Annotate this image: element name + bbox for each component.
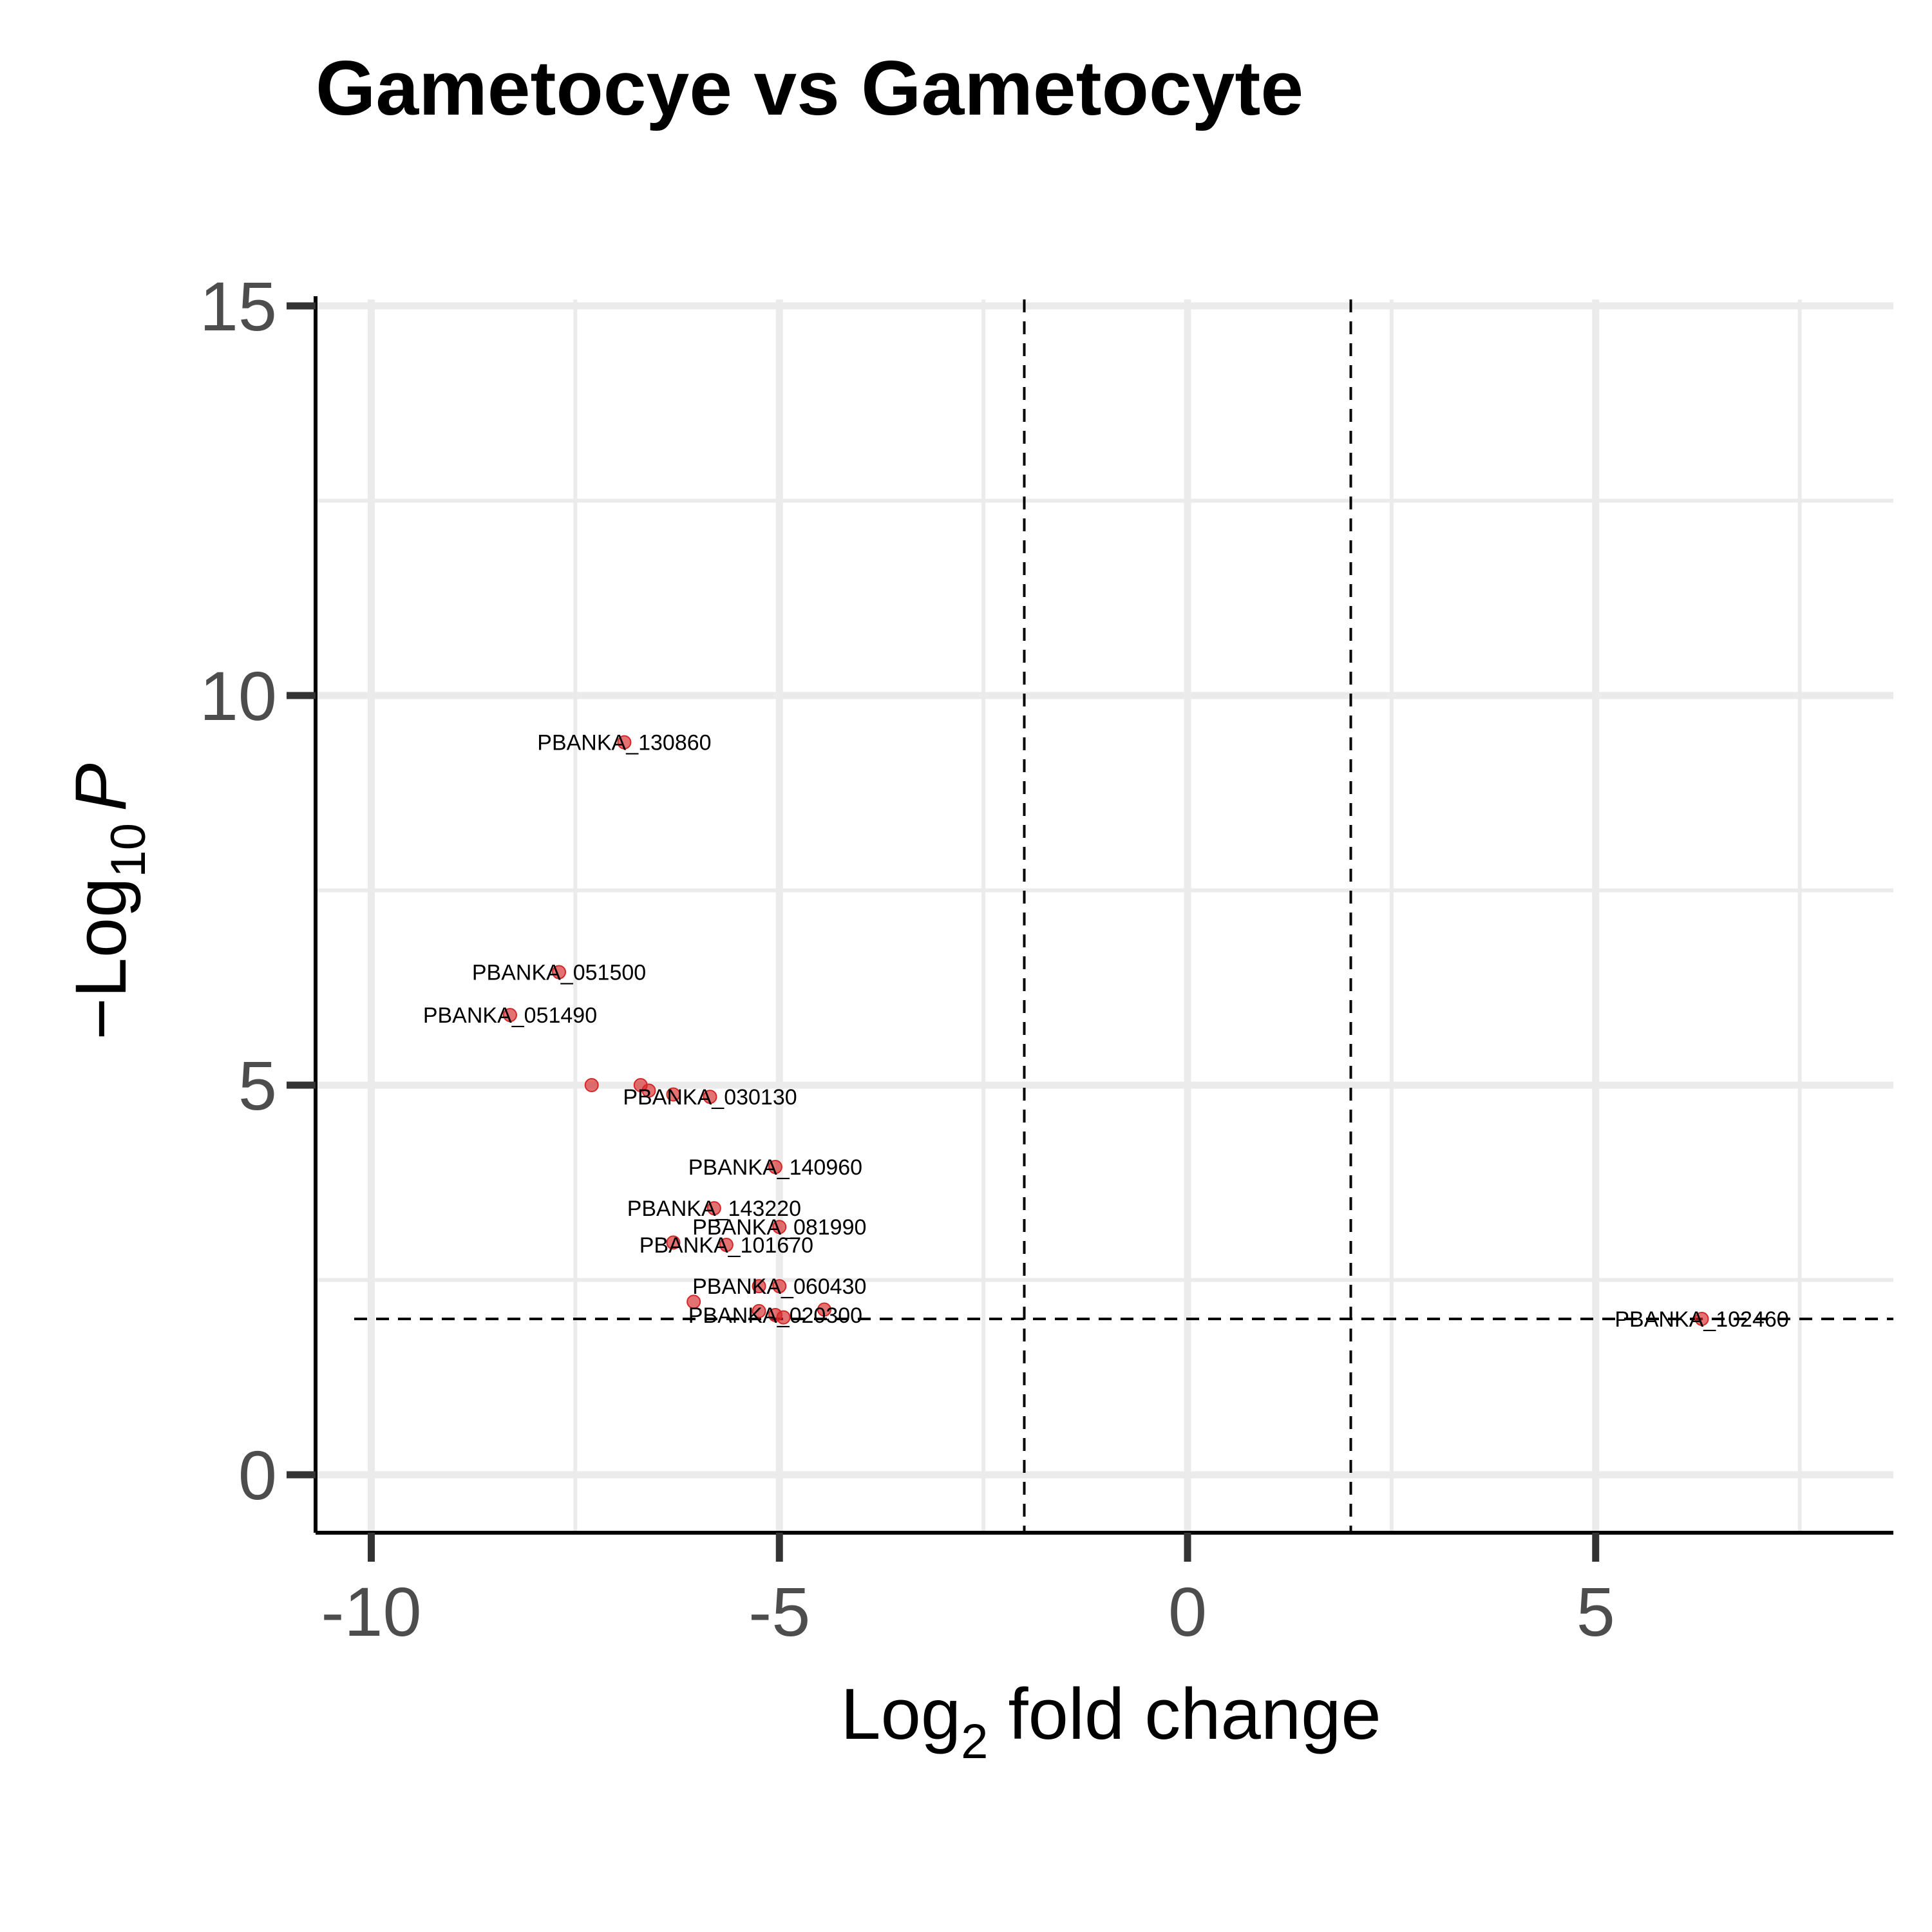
- data-point-11: [666, 1235, 681, 1250]
- data-point-6: [666, 1087, 681, 1102]
- data-point-17: [752, 1303, 766, 1318]
- cutoff-lines: [354, 299, 1893, 1533]
- y-axis-title: −Log10 P: [61, 763, 156, 1040]
- data-points: [502, 735, 1709, 1326]
- point-label-10: PBANKA_081990: [692, 1215, 866, 1240]
- y-axis-title-prefix: −Log: [61, 877, 141, 1039]
- data-point-10: [772, 1220, 787, 1235]
- point-label-7: PBANKA_030130: [623, 1085, 797, 1110]
- y-tick-label-2: 10: [200, 657, 277, 735]
- x-axis-title-rest: fold change: [988, 1674, 1381, 1754]
- data-point-5: [641, 1083, 656, 1098]
- data-point-13: [752, 1279, 766, 1294]
- data-point-20: [1694, 1312, 1709, 1326]
- data-point-0: [617, 735, 632, 750]
- point-label-8: PBANKA_140960: [688, 1155, 862, 1180]
- data-point-1: [552, 965, 567, 980]
- data-point-3: [584, 1078, 599, 1092]
- data-point-8: [768, 1160, 782, 1175]
- chart-title: Gametocye vs Gametocyte: [316, 45, 1303, 131]
- x-axis-title-main: Log: [840, 1674, 961, 1754]
- data-point-15: [687, 1294, 701, 1309]
- data-point-12: [719, 1238, 734, 1253]
- x-tick-label-0: -10: [321, 1573, 421, 1651]
- data-point-19: [776, 1310, 791, 1325]
- y-tick-label-0: 0: [238, 1436, 277, 1514]
- grid: [316, 299, 1893, 1533]
- data-point-14: [772, 1279, 787, 1294]
- y-tick-label-1: 5: [238, 1046, 277, 1124]
- x-tick-label-3: 5: [1577, 1573, 1615, 1651]
- y-tick-label-3: 15: [200, 267, 277, 345]
- data-point-16: [817, 1302, 831, 1317]
- x-tick-label-2: 0: [1168, 1573, 1207, 1651]
- point-label-2: PBANKA_051490: [423, 1003, 597, 1028]
- data-point-7: [703, 1090, 717, 1104]
- data-point-2: [502, 1008, 517, 1023]
- point-label-14: PBANKA_060430: [692, 1274, 866, 1299]
- x-axis-title: Log2 fold change: [840, 1674, 1381, 1769]
- axes: 0 5 10 15 -10 -5 0 5: [200, 267, 1893, 1651]
- point-label-20: PBANKA_102460: [1615, 1307, 1788, 1332]
- point-label-1: PBANKA_051500: [472, 961, 646, 985]
- x-axis-title-subscript: 2: [961, 1714, 988, 1769]
- point-labels: PBANKA_130860 PBANKA_051500 PBANKA_051490 P…: [423, 731, 1789, 1332]
- x-tick-label-1: -5: [748, 1573, 810, 1651]
- y-axis-title-italic: P: [61, 763, 141, 811]
- point-label-18: PBANKA_020300: [688, 1303, 862, 1328]
- y-axis-title-subscript: 10: [101, 823, 156, 878]
- point-label-12: PBANKA_101670: [639, 1233, 813, 1258]
- point-label-9: PBANKA_143220: [627, 1197, 801, 1221]
- point-label-0: PBANKA_130860: [537, 731, 711, 755]
- data-point-9: [706, 1201, 721, 1216]
